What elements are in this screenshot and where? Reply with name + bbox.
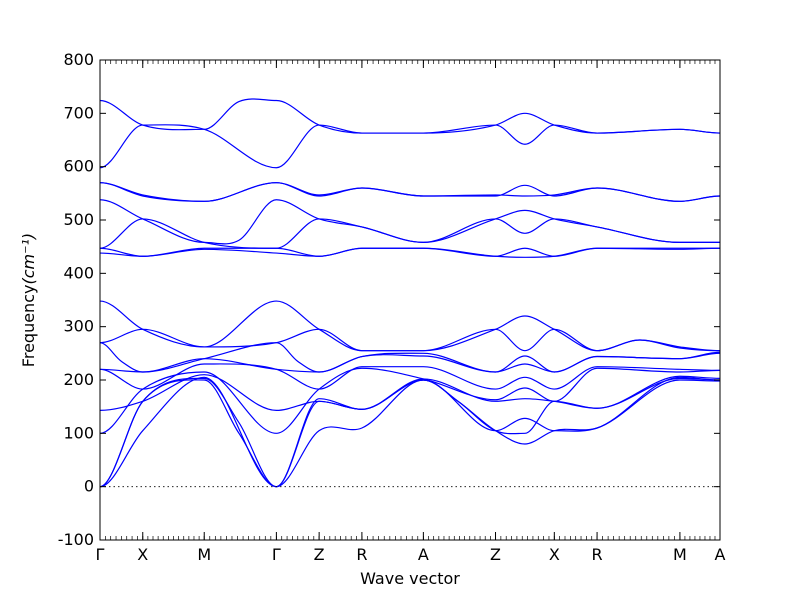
band-series-group [99, 98, 721, 488]
y-axis-label-text: Frequency [19, 285, 38, 368]
y-tick-label: 0 [84, 477, 94, 496]
k-point-label: Γ [272, 545, 281, 564]
phonon-band-2 [99, 377, 721, 488]
y-axis-label-unit: (cm⁻¹) [19, 233, 38, 285]
y-axis-ticks: -100 0 100 200 300 400 500 600 700 800 [58, 50, 720, 549]
phonon-band-1 [99, 379, 721, 488]
phonon-band-14 [99, 199, 720, 245]
y-tick-label: 300 [63, 317, 94, 336]
k-point-label: R [592, 545, 603, 564]
y-tick-label: 700 [63, 103, 94, 122]
plot-frame [99, 59, 721, 541]
phonon-band-12 [99, 247, 720, 257]
k-point-label: M [673, 545, 687, 564]
k-point-label: Z [314, 545, 325, 564]
y-tick-label: -100 [58, 530, 94, 549]
phonon-band-18 [99, 98, 721, 134]
k-point-label: Γ [96, 545, 105, 564]
y-tick-label: 500 [63, 210, 94, 229]
k-point-label: X [549, 545, 560, 564]
k-point-label: M [197, 545, 211, 564]
k-point-label: R [356, 545, 367, 564]
phonon-band-10 [99, 300, 721, 352]
k-point-label: Z [490, 545, 501, 564]
phonon-band-16 [99, 182, 721, 202]
phonon-band-9 [99, 328, 721, 352]
k-point-label: X [137, 545, 148, 564]
phonon-band-8 [99, 342, 721, 373]
k-point-label: A [418, 545, 429, 564]
y-axis-label: Frequency(cm⁻¹) [19, 233, 38, 367]
y-tick-label: 100 [63, 423, 94, 442]
y-tick-label: 400 [63, 263, 94, 282]
y-tick-label: 800 [63, 50, 94, 69]
phonon-band-3 [99, 376, 721, 488]
x-axis-label: Wave vector [360, 569, 460, 588]
y-tick-label: 600 [63, 157, 94, 176]
k-point-label: A [715, 545, 726, 564]
phonon-band-6 [99, 363, 721, 390]
phonon-band-5 [99, 367, 721, 434]
y-tick-label: 200 [63, 370, 94, 389]
phonon-band-17 [99, 124, 721, 169]
